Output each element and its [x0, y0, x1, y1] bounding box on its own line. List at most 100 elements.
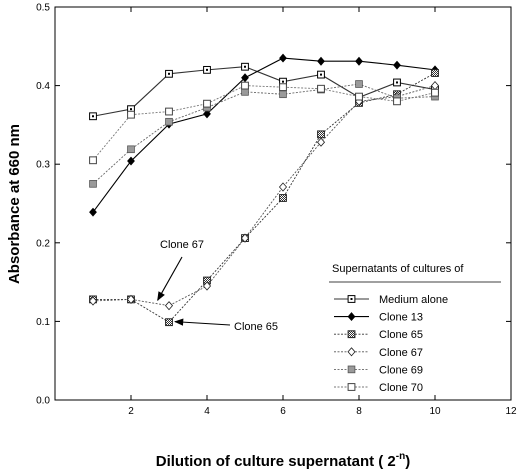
series-0 — [89, 62, 439, 121]
x-tick-label: 4 — [204, 406, 210, 417]
legend-label: Clone 70 — [379, 382, 423, 394]
series-line — [92, 83, 436, 185]
data-point — [241, 88, 249, 96]
x-tick-label: 2 — [128, 406, 134, 417]
data-point — [355, 92, 363, 101]
data-point — [279, 90, 287, 99]
data-point-center — [130, 108, 132, 111]
x-axis-title: Dilution of culture supernatant ( 2-n) — [156, 451, 410, 470]
data-point — [165, 117, 173, 126]
data-point — [279, 53, 287, 63]
legend-label: Clone 69 — [379, 364, 423, 376]
data-point — [317, 56, 325, 66]
x-tick-label: 12 — [505, 406, 517, 417]
data-point — [165, 318, 173, 327]
annotation-clone-67: Clone 67 — [160, 239, 204, 251]
legend-item: Clone 13 — [334, 312, 423, 324]
data-point-center — [396, 81, 398, 84]
data-point — [203, 109, 211, 119]
data-point-center — [244, 65, 246, 68]
data-point — [164, 301, 174, 311]
x-tick-label: 6 — [280, 406, 286, 417]
legend-label: Clone 65 — [379, 329, 423, 341]
data-point — [393, 97, 401, 106]
legend-item: Clone 70 — [334, 382, 423, 394]
data-point — [317, 84, 325, 93]
data-point — [347, 330, 356, 339]
legend-item: Clone 69 — [334, 364, 423, 376]
data-point — [203, 99, 211, 108]
series-4 — [89, 80, 439, 188]
data-point — [347, 312, 356, 322]
data-point-center — [206, 68, 208, 71]
y-tick-label: 0.2 — [36, 238, 50, 249]
data-point — [279, 194, 287, 202]
series-line — [92, 66, 436, 117]
x-axis-title-exponent: -n — [396, 451, 405, 462]
legend-label: Medium alone — [379, 294, 448, 306]
legend-label: Clone 13 — [379, 312, 423, 324]
annotations: Clone 67 Clone 65 — [157, 239, 278, 333]
series-layer — [88, 53, 440, 327]
x-tick-label: 10 — [429, 406, 441, 417]
data-point-center — [92, 115, 94, 118]
data-point-center — [282, 80, 284, 83]
series-line — [92, 57, 436, 213]
data-point — [89, 207, 97, 217]
data-point — [88, 296, 98, 306]
data-point-center — [350, 298, 353, 300]
legend-item: Clone 67 — [334, 347, 423, 359]
series-2 — [89, 69, 439, 327]
legend-items: Medium alone Clone 13 Clone 65 Clone 67 Clon… — [334, 294, 448, 394]
plot-frame — [54, 6, 512, 401]
data-point — [241, 81, 249, 90]
data-point — [355, 56, 363, 66]
data-point — [393, 60, 401, 70]
legend-item: Clone 65 — [334, 329, 423, 341]
data-point — [355, 80, 363, 88]
data-point — [89, 180, 97, 188]
series-1 — [89, 53, 439, 217]
data-point — [89, 156, 97, 165]
x-tick-label: 8 — [356, 406, 362, 417]
y-axis-title: Absorbance at 660 nm — [6, 124, 23, 284]
series-line — [93, 72, 436, 323]
annotation-arrow — [157, 256, 183, 302]
legend-title: Supernatants of cultures of — [332, 263, 464, 275]
y-tick-label: 0.3 — [36, 160, 50, 171]
data-point — [127, 145, 135, 154]
data-point — [279, 83, 287, 92]
y-tick-label: 0.5 — [36, 3, 50, 14]
data-point — [431, 88, 439, 97]
series-line — [92, 85, 436, 307]
data-point — [240, 233, 250, 243]
x-axis-title-close: ) — [405, 453, 410, 470]
legend-label: Clone 67 — [379, 347, 423, 359]
series-3 — [88, 80, 440, 311]
y-tick-label: 0.0 — [36, 396, 50, 407]
series-5 — [89, 81, 439, 165]
legend-item: Medium alone — [334, 294, 448, 306]
data-point — [317, 130, 325, 139]
data-point — [431, 69, 439, 77]
data-point-center — [168, 72, 170, 75]
series-line — [92, 85, 436, 161]
annotation-clone-65: Clone 65 — [234, 321, 278, 333]
data-point — [316, 137, 326, 147]
y-tick-label: 0.1 — [36, 317, 50, 328]
y-tick-label: 0.4 — [36, 81, 50, 92]
data-point — [126, 294, 136, 304]
data-point-center — [320, 73, 322, 76]
data-point — [347, 365, 356, 374]
data-point — [347, 383, 356, 391]
data-point — [127, 156, 135, 166]
x-axis: 2 4 6 8 10 12 — [128, 7, 517, 417]
y-axis: 0.0 0.1 0.2 0.3 0.4 0.5 — [36, 3, 511, 407]
legend: Supernatants of cultures of Medium alone… — [329, 263, 501, 394]
data-point — [202, 281, 212, 291]
data-point — [165, 107, 173, 116]
x-axis-title-main: Dilution of culture supernatant ( 2 — [156, 453, 396, 470]
data-point — [278, 182, 288, 192]
data-point — [127, 110, 135, 119]
